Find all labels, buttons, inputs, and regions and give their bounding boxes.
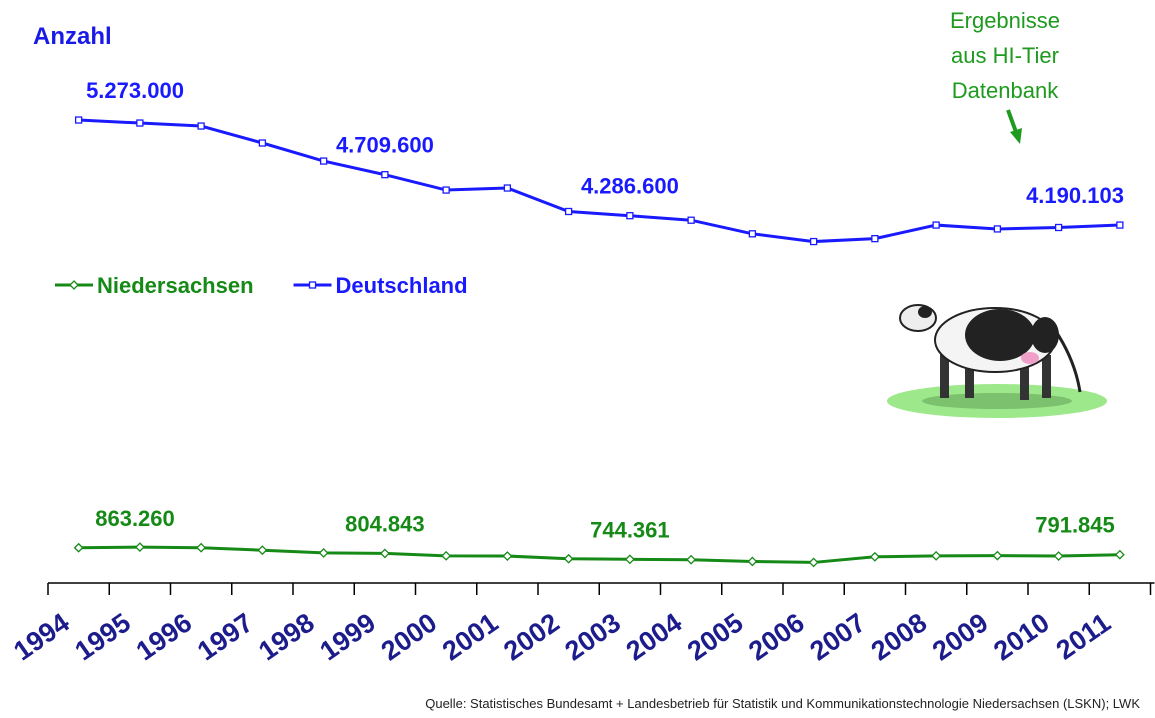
x-tick-label: 1997 (192, 607, 258, 666)
data-label: 744.361 (590, 517, 670, 542)
data-point (686, 554, 697, 565)
data-point (871, 234, 879, 243)
y-axis-label: Anzahl (33, 23, 112, 50)
data-point (379, 548, 390, 559)
cow-leg (1042, 355, 1051, 398)
data-point (1054, 223, 1063, 232)
data-point (441, 550, 452, 561)
x-tick-label: 2010 (988, 607, 1054, 666)
data-point (993, 225, 1002, 233)
data-point (687, 216, 695, 224)
data-label: 4.190.103 (1026, 183, 1124, 208)
data-point (134, 542, 145, 553)
data-point (381, 171, 389, 179)
series-line (78, 118, 1120, 244)
x-tick-label: 2007 (805, 607, 871, 666)
data-point (809, 237, 818, 246)
annotation: Ergebnisse aus HI-Tier Datenbank (950, 8, 1060, 103)
series: 863.260 804.843 744.361 791.845 (73, 506, 1125, 568)
arrow-shaft (1006, 109, 1018, 133)
data-point (1053, 551, 1064, 561)
x-tick-label: 2006 (743, 607, 809, 666)
x-tick-label: 2000 (376, 607, 442, 666)
annotation-line: Datenbank (952, 78, 1059, 103)
data-point (503, 184, 512, 192)
grass-shadow (922, 393, 1072, 409)
series-line (78, 545, 1120, 564)
data-point (318, 548, 329, 558)
x-tick-label: 2011 (1051, 607, 1116, 665)
data-label: 4.286.600 (581, 174, 679, 199)
data-label: 791.845 (1035, 513, 1115, 538)
data-point (73, 542, 84, 553)
data-point (136, 119, 144, 127)
data-point (1114, 549, 1125, 560)
data-point (564, 207, 573, 216)
data-point (747, 556, 758, 567)
x-tick-label: 2003 (560, 607, 626, 666)
x-tick-label: 1999 (315, 607, 381, 666)
cow-illustration (887, 304, 1107, 418)
annotation-line: aus HI-Tier (951, 43, 1059, 68)
data-point (257, 545, 268, 556)
cow-spot (965, 309, 1035, 361)
legend-item: Niedersachsen (55, 273, 254, 298)
legend-label: Deutschland (336, 273, 468, 298)
cow-udder (1021, 352, 1039, 364)
data-point (308, 281, 317, 289)
data-point (869, 551, 880, 562)
data-point (502, 551, 513, 561)
data-point (197, 122, 205, 130)
x-tick-label: 1996 (131, 607, 197, 666)
data-point (442, 186, 450, 194)
data-point (258, 139, 267, 147)
data-point (992, 550, 1003, 561)
cow-spot (1031, 317, 1059, 353)
x-tick-label: 2001 (437, 607, 503, 666)
cow-leg (965, 355, 974, 398)
data-point (624, 554, 635, 565)
x-tick-label: 2008 (866, 607, 932, 666)
data-point (932, 221, 940, 229)
x-tick-label: 1994 (8, 607, 74, 666)
legend-label: Niedersachsen (97, 273, 254, 298)
series: 5.273.000 4.709.600 4.286.600 4.190.103 (74, 78, 1124, 246)
x-tick-label: 2005 (682, 607, 748, 666)
data-point (196, 542, 207, 553)
cow-leg (940, 350, 949, 398)
arrow-head (1010, 128, 1022, 144)
data-point (808, 557, 819, 568)
legend-item: Deutschland (293, 273, 468, 298)
data-point (69, 280, 79, 290)
annotation-arrow (1006, 109, 1022, 144)
data-point (748, 230, 757, 238)
cow-spot (918, 306, 932, 318)
cow-tail (1053, 329, 1082, 393)
data-point (626, 212, 634, 220)
data-point (563, 553, 574, 564)
annotation-line: Ergebnisse (950, 8, 1060, 33)
data-point (74, 116, 83, 124)
data-label: 4.709.600 (336, 133, 434, 158)
data-point (1116, 221, 1124, 229)
source-note: Quelle: Statistisches Bundesamt + Landes… (425, 696, 1140, 711)
data-point (319, 157, 328, 165)
data-label: 5.273.000 (86, 78, 184, 103)
x-tick-label: 2002 (498, 607, 564, 666)
data-label: 863.260 (95, 506, 175, 531)
x-tick-label: 1998 (253, 607, 319, 666)
data-label: 804.843 (345, 511, 425, 536)
x-tick-label: 1995 (70, 607, 136, 666)
x-tick-label: 2004 (621, 607, 687, 666)
data-point (931, 550, 942, 561)
cow-leg (1020, 360, 1029, 400)
x-tick-label: 2009 (927, 607, 993, 666)
